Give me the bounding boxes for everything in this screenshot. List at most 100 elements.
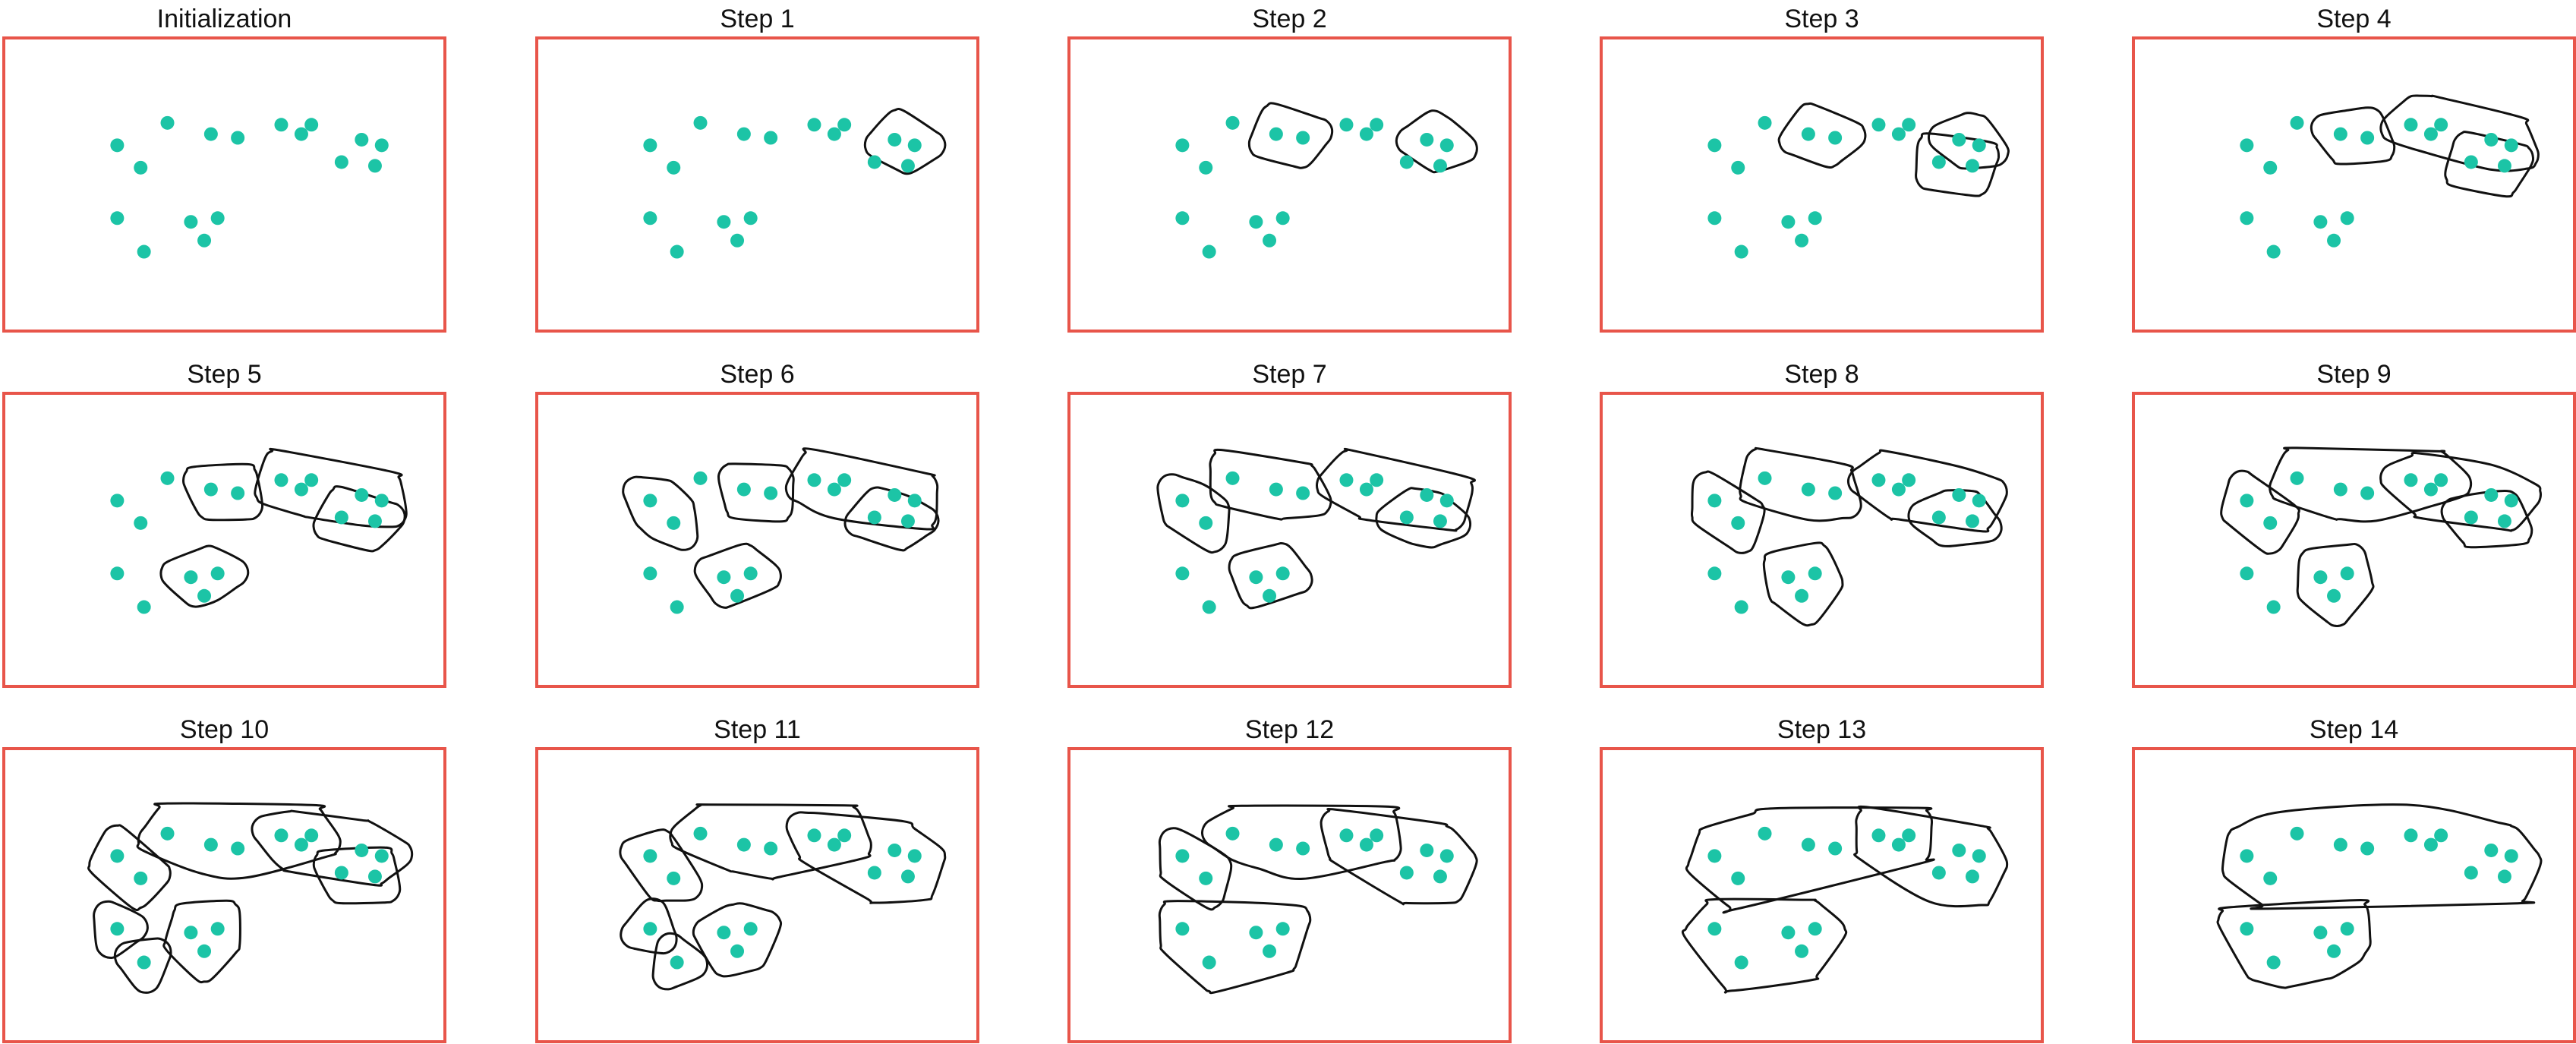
- data-point: [1758, 115, 1772, 130]
- cluster-outline: [1395, 109, 1478, 174]
- data-point: [743, 922, 758, 936]
- step-panel: Step 2: [1067, 5, 1512, 333]
- data-point: [807, 118, 821, 132]
- cluster-outline: [669, 803, 872, 881]
- data-point: [1370, 828, 1384, 843]
- data-point: [110, 138, 125, 153]
- data-point: [643, 922, 657, 936]
- step-panel: Step 13: [1600, 715, 2044, 1043]
- data-point: [2404, 118, 2418, 132]
- data-point: [2266, 600, 2281, 614]
- data-point: [2340, 211, 2354, 226]
- data-point: [670, 955, 684, 970]
- data-point: [134, 160, 148, 175]
- cluster-outline: [1915, 132, 2001, 197]
- data-point: [203, 837, 218, 852]
- data-point: [374, 138, 389, 153]
- panel-title: Step 5: [187, 360, 261, 389]
- data-point: [2464, 866, 2478, 880]
- data-point: [210, 922, 225, 936]
- data-point: [160, 826, 175, 841]
- data-point: [1731, 871, 1745, 885]
- cluster-outline: [622, 475, 699, 551]
- panel-frame: [1067, 747, 1512, 1043]
- panel-title: Step 3: [1784, 5, 1859, 33]
- data-point: [1339, 118, 1354, 132]
- data-point: [1931, 510, 1946, 525]
- data-point: [1758, 826, 1772, 841]
- data-point: [1731, 160, 1745, 175]
- data-point: [807, 828, 821, 843]
- data-point: [1781, 926, 1796, 940]
- data-point: [2340, 566, 2354, 581]
- data-point: [2497, 159, 2511, 173]
- data-point: [2423, 837, 2438, 852]
- data-point: [304, 473, 319, 487]
- data-point: [1420, 843, 1434, 857]
- data-point: [667, 516, 681, 530]
- cluster-outline: [784, 447, 939, 531]
- step-panel: Step 4: [2132, 5, 2576, 333]
- data-point: [643, 849, 657, 863]
- cluster-outline: [2440, 490, 2533, 549]
- data-point: [867, 510, 881, 525]
- data-point: [693, 826, 708, 841]
- data-point: [1202, 244, 1216, 259]
- data-point: [2290, 115, 2304, 130]
- step-panel: Initialization: [2, 5, 446, 333]
- data-point: [1420, 132, 1434, 147]
- data-point: [1734, 955, 1748, 970]
- cluster-outline: [159, 544, 250, 608]
- cluster-outline: [843, 486, 940, 552]
- data-point: [837, 118, 852, 132]
- data-point: [203, 482, 218, 497]
- data-point: [2313, 926, 2328, 940]
- data-point: [1931, 866, 1946, 880]
- data-point: [274, 828, 288, 843]
- data-point: [1199, 871, 1213, 885]
- cluster-outline: [1200, 804, 1402, 880]
- data-point: [1175, 922, 1190, 936]
- data-point: [764, 486, 778, 500]
- data-point: [1433, 869, 1447, 884]
- panel-title: Step 9: [2316, 360, 2391, 389]
- data-point: [1972, 849, 1986, 863]
- data-point: [2263, 871, 2278, 885]
- data-point: [1808, 211, 1822, 226]
- data-point: [900, 159, 915, 173]
- data-point: [2240, 211, 2254, 226]
- data-point: [2240, 566, 2254, 581]
- data-point: [2327, 233, 2341, 248]
- step-panel: Step 3: [1600, 5, 2044, 333]
- data-point: [1202, 955, 1216, 970]
- data-point: [374, 849, 389, 863]
- data-point: [1801, 127, 1815, 141]
- data-point: [907, 494, 922, 508]
- data-point: [693, 115, 708, 130]
- panel-title: Step 1: [720, 5, 794, 33]
- data-point: [1931, 155, 1946, 169]
- data-point: [730, 944, 745, 958]
- data-point: [1175, 849, 1190, 863]
- data-point: [1339, 828, 1354, 843]
- data-point: [2497, 869, 2511, 884]
- data-point: [643, 566, 657, 581]
- data-point: [197, 944, 212, 958]
- data-point: [1225, 115, 1240, 130]
- data-point: [374, 494, 389, 508]
- data-point: [2464, 510, 2478, 525]
- panel-frame: [2, 392, 446, 688]
- data-point: [1275, 922, 1290, 936]
- panel-title: Step 13: [1777, 715, 1866, 744]
- panel-frame: [535, 36, 979, 333]
- data-point: [1801, 482, 1815, 497]
- data-point: [900, 869, 915, 884]
- data-point: [1370, 118, 1384, 132]
- step-panel: Step 1: [535, 5, 979, 333]
- cluster-outline: [136, 802, 342, 880]
- data-point: [355, 843, 369, 857]
- data-point: [1758, 471, 1772, 485]
- data-point: [2340, 922, 2354, 936]
- data-point: [367, 159, 382, 173]
- cluster-outline: [1777, 102, 1867, 169]
